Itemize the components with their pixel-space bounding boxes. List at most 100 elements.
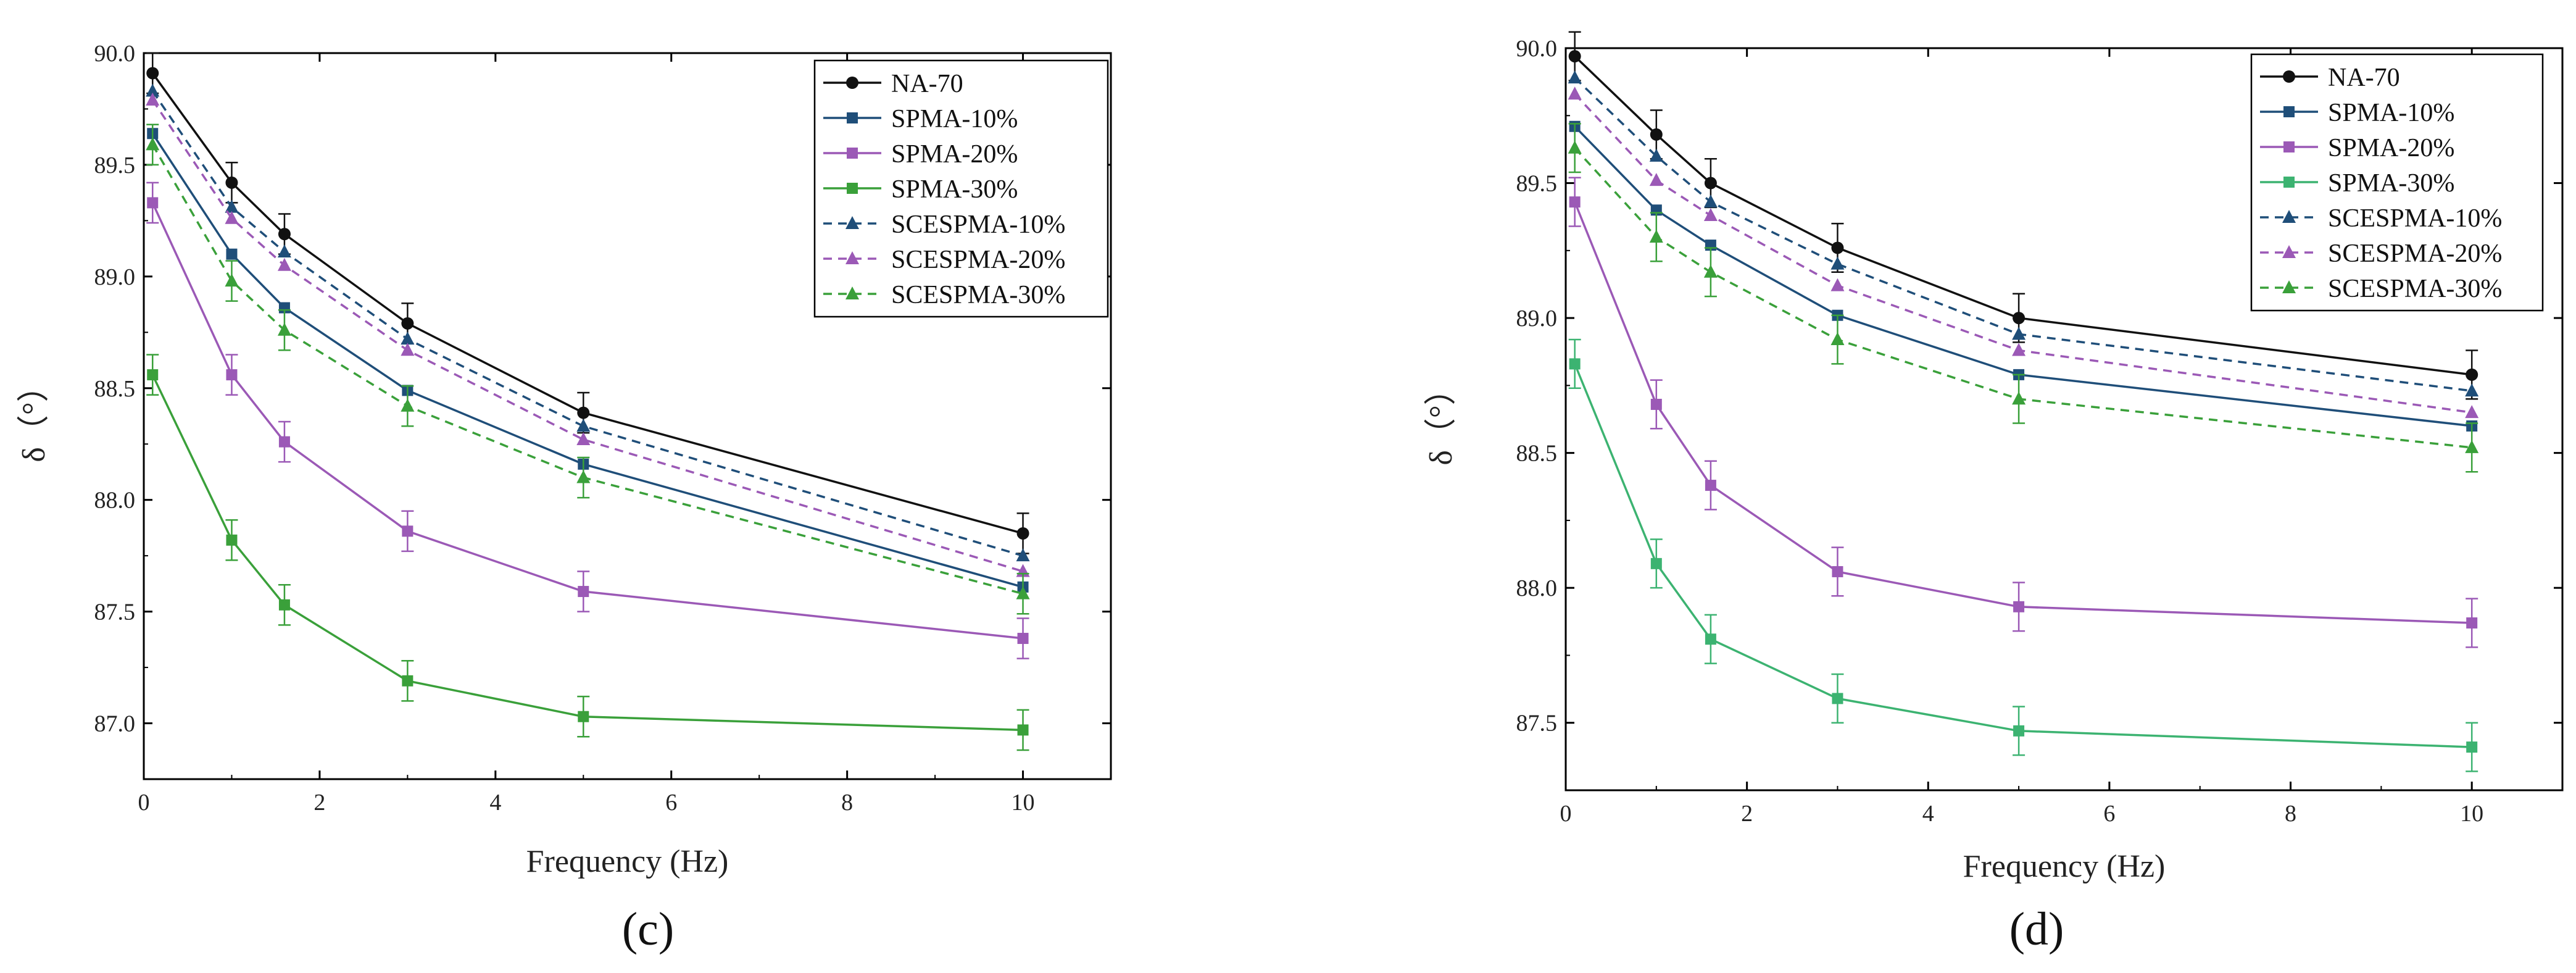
series-line (151, 374, 1023, 732)
series-spma-20pct (1568, 177, 2478, 648)
data-point (277, 322, 291, 336)
legend-marker (847, 183, 858, 194)
data-point (1016, 548, 1030, 562)
data-point (1650, 398, 1662, 410)
y-axis-title: δ（°） (1424, 373, 1459, 465)
legend-marker (2283, 177, 2295, 188)
data-point (2465, 383, 2479, 397)
y-tick-label: 87.5 (94, 599, 136, 625)
data-point (577, 406, 590, 419)
data-point (401, 332, 415, 345)
data-point (1650, 128, 1663, 141)
legend-marker (846, 216, 859, 229)
x-tick-label: 8 (2285, 801, 2296, 827)
data-point (576, 470, 591, 483)
x-tick-label: 2 (314, 790, 325, 816)
y-tick-label: 90.0 (1516, 36, 1558, 62)
series-line (1574, 77, 2472, 392)
legend-marker (2283, 106, 2295, 117)
data-point (1705, 480, 1716, 491)
data-point (2466, 741, 2478, 753)
data-point (2012, 327, 2026, 340)
data-point (2013, 725, 2025, 737)
plot-frame (143, 52, 1112, 780)
y-tick-label: 89.0 (1516, 306, 1558, 332)
legend-label: SPMA-30% (891, 175, 1018, 204)
data-point (1017, 724, 1029, 736)
series-scespma-10pct (1568, 70, 2479, 397)
data-point (1649, 229, 1663, 243)
data-point (1703, 194, 1718, 208)
data-point (225, 211, 239, 224)
legend-label: SPMA-10% (891, 105, 1018, 133)
data-point (147, 369, 159, 381)
data-point (146, 67, 159, 80)
x-axis-title: Frequency (Hz) (1963, 849, 2166, 884)
data-point (1016, 527, 1029, 540)
data-point (146, 92, 160, 106)
data-point (226, 248, 238, 260)
data-point (1569, 196, 1581, 208)
legend-label: SCESPMA-20% (891, 246, 1065, 274)
legend-label: SPMA-20% (891, 140, 1018, 169)
legend: NA-70 SPMA-10% SPMA-20% SPMA-30% SCESPMA-10%… (813, 59, 1109, 318)
legend-marker (2282, 245, 2296, 258)
data-point (1832, 693, 1843, 704)
x-tick-label: 0 (138, 790, 150, 816)
data-point (576, 432, 591, 445)
data-point (402, 675, 413, 687)
data-point (277, 244, 291, 258)
legend-label: SCESPMA-30% (891, 281, 1065, 309)
series-line (1574, 93, 2472, 414)
panel-label: (c) (622, 903, 674, 955)
x-tick-label: 6 (2103, 801, 2115, 827)
data-point (1016, 586, 1030, 599)
legend-marker (847, 112, 858, 123)
y-tick-label: 90.0 (94, 41, 136, 67)
legend-label: SCESPMA-20% (2328, 240, 2502, 268)
series-line (151, 133, 1023, 588)
y-tick-label: 89.0 (94, 264, 136, 290)
data-point (1568, 86, 1582, 100)
legend-label: NA-70 (2328, 64, 2400, 92)
x-tick-label: 8 (841, 790, 853, 816)
series-line (1574, 363, 2472, 748)
data-point (277, 257, 291, 271)
data-point (1017, 633, 1029, 645)
y-tick-label: 89.5 (1516, 171, 1558, 197)
data-point (278, 228, 291, 241)
data-point (1832, 566, 1843, 577)
legend-label: NA-70 (891, 70, 963, 98)
data-point (1649, 173, 1663, 186)
data-point (1703, 264, 1718, 278)
series-line (151, 99, 1024, 573)
series-scespma-30pct (1568, 123, 2479, 473)
data-point (2466, 617, 2478, 629)
y-tick-label: 89.5 (94, 152, 136, 178)
series-line (151, 144, 1023, 595)
y-axis-title: δ（°） (17, 370, 52, 462)
data-point (1830, 256, 1845, 270)
legend-marker (846, 77, 858, 89)
series-spma-20pct (146, 182, 1029, 659)
data-point (226, 534, 238, 546)
data-point (1649, 148, 1663, 162)
data-point (2013, 312, 2025, 325)
data-point (225, 199, 239, 213)
data-point (278, 436, 290, 448)
data-point (2012, 343, 2026, 356)
data-point (578, 711, 589, 722)
data-point (225, 274, 239, 287)
legend-marker (2283, 141, 2295, 152)
panel-label: (d) (2009, 903, 2064, 955)
data-point (1704, 177, 1717, 190)
data-point (1830, 332, 1845, 346)
x-tick-label: 4 (489, 790, 501, 816)
legend-label: SCESPMA-30% (2328, 275, 2502, 303)
series-line (1574, 201, 2472, 624)
series-scespma-30pct (146, 123, 1030, 615)
chart-panel-d: 0 2 4 6 8 10 87.5 88.0 88.5 89.0 89.5 90.0 Frequency… (1424, 31, 2564, 955)
y-tick-label: 88.5 (94, 376, 136, 402)
series-scespma-20pct (146, 92, 1030, 577)
